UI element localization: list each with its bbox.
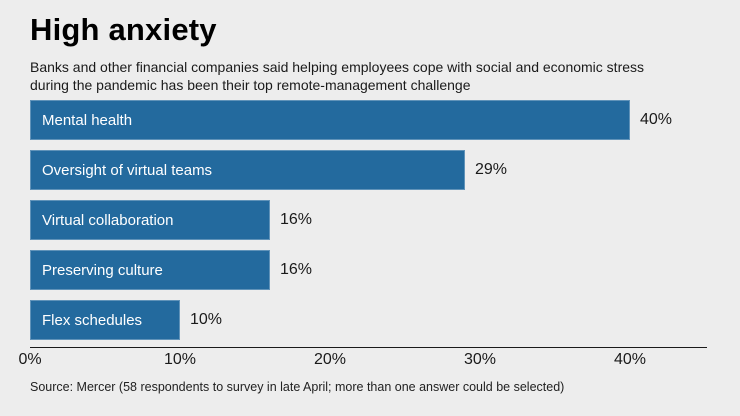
x-axis-tick-label: 30% bbox=[463, 351, 497, 368]
bar: Virtual collaboration bbox=[30, 200, 270, 240]
bar-category-label: Flex schedules bbox=[42, 312, 143, 329]
bar-row: Mental health 40% bbox=[30, 100, 740, 140]
x-axis-tick-label: 20% bbox=[313, 351, 347, 368]
chart-subtitle: Banks and other financial companies said… bbox=[30, 58, 720, 94]
chart-subtitle-line2: during the pandemic has been their top r… bbox=[30, 77, 471, 93]
bar-category-label: Preserving culture bbox=[42, 262, 163, 279]
bar-row: Virtual collaboration 16% bbox=[30, 200, 740, 240]
bar-value-label: 29% bbox=[475, 161, 508, 178]
source-note: Source: Mercer (58 respondents to survey… bbox=[30, 380, 565, 394]
bar-value-label: 16% bbox=[280, 211, 313, 228]
bar: Flex schedules bbox=[30, 300, 180, 340]
x-axis-tick-label: 0% bbox=[18, 351, 42, 368]
bar: Preserving culture bbox=[30, 250, 270, 290]
bar-category-label: Virtual collaboration bbox=[42, 212, 174, 229]
bar-row: Oversight of virtual teams 29% bbox=[30, 150, 740, 190]
bar: Oversight of virtual teams bbox=[30, 150, 465, 190]
x-axis-tick-label: 10% bbox=[163, 351, 197, 368]
bar-row: Flex schedules 10% bbox=[30, 300, 740, 340]
bar-value-label: 40% bbox=[640, 111, 673, 128]
bar-value-label: 10% bbox=[190, 311, 223, 328]
chart-subtitle-line1: Banks and other financial companies said… bbox=[30, 59, 645, 75]
bar-category-label: Mental health bbox=[42, 112, 133, 129]
x-axis-line bbox=[30, 347, 707, 348]
bar-value-label: 16% bbox=[280, 261, 313, 278]
bar-category-label: Oversight of virtual teams bbox=[42, 162, 213, 179]
bar: Mental health bbox=[30, 100, 630, 140]
bar-row: Preserving culture 16% bbox=[30, 250, 740, 290]
x-axis-tick-label: 40% bbox=[613, 351, 647, 368]
chart-title: High anxiety bbox=[30, 12, 217, 47]
